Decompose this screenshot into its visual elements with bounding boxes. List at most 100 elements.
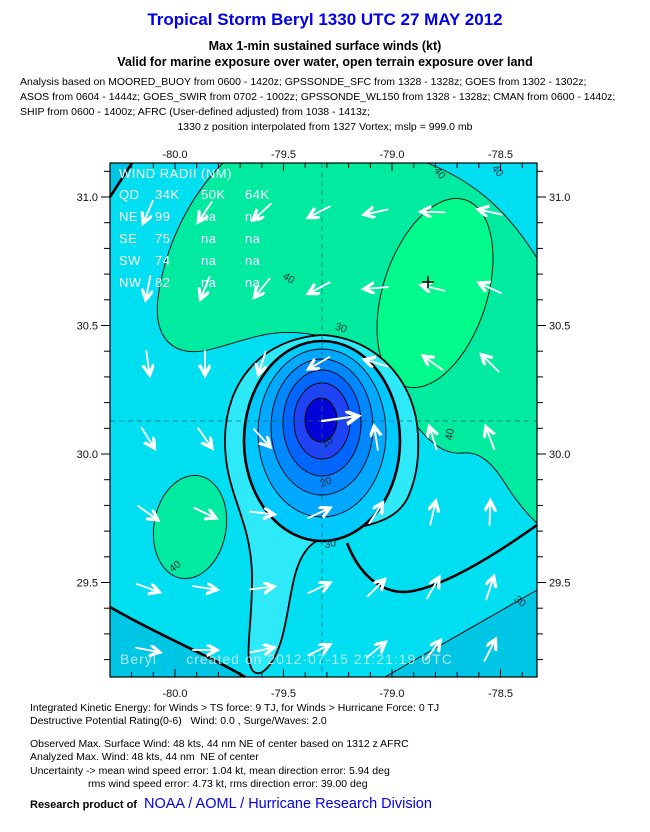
svg-text:-79.0: -79.0	[379, 688, 404, 700]
wind-arrow	[200, 275, 211, 299]
wind-radii-table: QD 34K 50K 64K NE 99 na na SE 75 na na SW 74 na na NW 82 n…	[119, 187, 285, 290]
wind-arrow	[192, 586, 217, 590]
wind-radii-title: WIND RADII (NM)	[119, 166, 232, 181]
wind-arrow	[193, 506, 216, 518]
wind-radii-cell: SE	[119, 231, 138, 246]
wind-radii-row: NW 82 na na	[119, 275, 285, 290]
wind-arrow	[135, 583, 160, 592]
wind-radii-cell: na	[201, 253, 217, 268]
max-wind-marker	[422, 276, 434, 288]
thick-isotach-bl	[109, 605, 246, 679]
wind-arrow	[249, 512, 274, 515]
storm-motion-arrow	[320, 416, 358, 421]
wind-radii-cell: QD	[119, 187, 140, 202]
wind-radii-cell: na	[245, 253, 261, 268]
wind-arrow	[486, 427, 495, 451]
wind-arrow	[365, 642, 385, 659]
wind-arrow	[478, 209, 503, 214]
analysis-line-1: Analysis based on MOORED_BUOY from 0600 …	[20, 76, 587, 88]
wind-arrow	[308, 205, 331, 217]
wind-radii-cell: na	[245, 209, 261, 224]
svg-text:-80.0: -80.0	[162, 688, 187, 700]
wind-arrow	[254, 277, 271, 298]
wind-arrow	[430, 501, 435, 526]
wind-radii-cell: SW	[119, 253, 141, 268]
wind-radii-cell: 74	[155, 253, 171, 268]
wind-arrow	[364, 209, 389, 214]
uncertainty-line-2: rms wind speed error: 4.73 kt, rms direc…	[88, 778, 368, 790]
research-org-link[interactable]: NOAA / AOML / Hurricane Research Divisio…	[143, 796, 432, 812]
wind-radii-cell: na	[201, 209, 217, 224]
wind-radii-row: NE 99 na na	[119, 209, 285, 224]
thick-isotach-arc	[345, 523, 538, 594]
contour-label: 40	[443, 428, 457, 442]
svg-text:-78.5: -78.5	[488, 688, 513, 700]
wind-arrow	[140, 426, 155, 448]
wind-arrow	[197, 427, 212, 448]
subtitle-exposure: Valid for marine exposure over water, op…	[117, 55, 533, 69]
wind-arrow	[366, 580, 384, 598]
svg-text:-79.5: -79.5	[271, 149, 296, 161]
research-credit: Research product of NOAA / AOML / Hurric…	[30, 796, 432, 812]
wind-arrow	[309, 356, 331, 369]
subtitle-winds: Max 1-min sustained surface winds (kt)	[208, 39, 442, 53]
wind-radii-cell: 50K	[201, 187, 226, 202]
wind-arrow	[368, 503, 382, 525]
svg-text:29.5: 29.5	[549, 578, 570, 590]
wind-arrow	[146, 350, 149, 375]
wind-arrow	[490, 501, 491, 526]
wind-radii-cell: na	[245, 231, 261, 246]
wind-arrow	[424, 640, 441, 661]
wind-radii-cell: NE	[119, 209, 139, 224]
wind-arrow	[308, 281, 331, 293]
svg-text:31.0: 31.0	[549, 192, 570, 204]
map-frame	[109, 162, 538, 678]
svg-text:31.0: 31.0	[77, 192, 98, 204]
wind-radii-cell: NW	[119, 275, 142, 290]
wind-arrow	[374, 426, 378, 451]
svg-text:-79.5: -79.5	[271, 688, 296, 700]
wind-arrow	[429, 427, 436, 451]
analysis-line-2: ASOS from 0604 - 1444z; GOES_SWIR from 0…	[20, 91, 616, 103]
wind-arrow	[252, 428, 270, 447]
wind-arrow	[481, 355, 500, 373]
page-title: Tropical Storm Beryl 1330 UTC 27 MAY 201…	[147, 10, 503, 29]
wind-radii-cell: 75	[155, 231, 171, 246]
svg-text:29.5: 29.5	[77, 578, 98, 590]
wind-arrow	[483, 639, 496, 662]
uncertainty-line-1: Uncertainty -> mean wind speed error: 1.…	[30, 765, 390, 777]
wind-arrow	[253, 202, 272, 220]
svg-text:30.0: 30.0	[549, 449, 570, 461]
position-line: 1330 z position interpolated from 1327 V…	[177, 121, 473, 133]
wind-arrow	[426, 578, 439, 600]
wind-radii-cell: 82	[155, 275, 171, 290]
creation-watermark: Beryl created on 2012-07-15 21:21:19 UTC	[120, 651, 453, 667]
wind-radii-cell: na	[201, 275, 217, 290]
svg-text:30.0: 30.0	[77, 449, 98, 461]
ike-line: Integrated Kinetic Energy: for Winds > T…	[30, 702, 440, 714]
wind-arrow	[307, 508, 330, 519]
svg-text:30.5: 30.5	[77, 321, 98, 333]
wind-arrow	[143, 200, 154, 223]
contour-label: 40	[280, 270, 296, 286]
wind-radii-cell: 99	[155, 209, 171, 224]
wind-arrow	[137, 505, 158, 520]
wind-arrow	[423, 356, 444, 371]
contour-label: 20	[318, 474, 333, 489]
analyzed-max-line: Analyzed Max. Wind: 48 kts, 44 nm NE of …	[30, 751, 259, 763]
wind-arrow	[364, 287, 389, 289]
wind-radii-cell: na	[245, 275, 261, 290]
wind-arrow	[135, 648, 160, 652]
contour-label: 30	[323, 537, 337, 551]
wind-radii-cell: 64K	[245, 187, 270, 202]
svg-text:-79.0: -79.0	[379, 149, 404, 161]
wind-radii-cell: na	[201, 231, 217, 246]
wind-arrow	[421, 212, 446, 213]
svg-text:-78.5: -78.5	[488, 149, 513, 161]
dpr-line: Destructive Potential Rating(0-6) Wind: …	[30, 715, 327, 727]
wind-arrow	[307, 645, 330, 657]
wind-arrow	[249, 587, 274, 590]
wind-arrow	[198, 201, 213, 222]
